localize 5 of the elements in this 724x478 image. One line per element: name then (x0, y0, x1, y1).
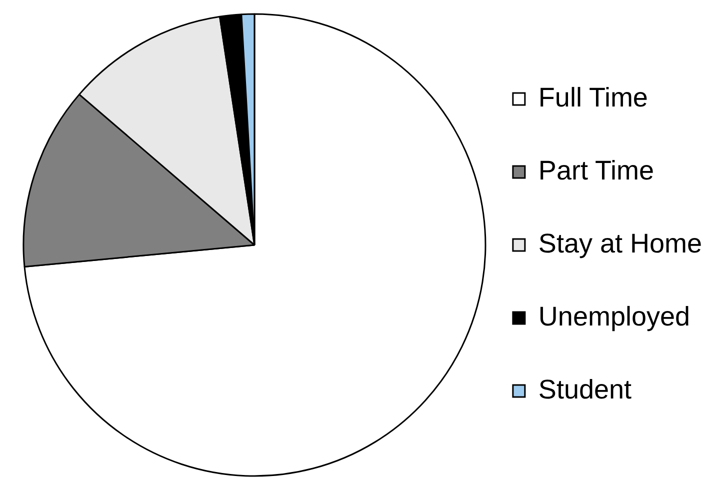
legend-label: Part Time (538, 155, 654, 186)
legend-label: Full Time (538, 82, 648, 112)
legend-label: Student (538, 374, 632, 404)
legend-label: Stay at Home (538, 228, 702, 258)
legend-label: Unemployed (538, 301, 690, 332)
